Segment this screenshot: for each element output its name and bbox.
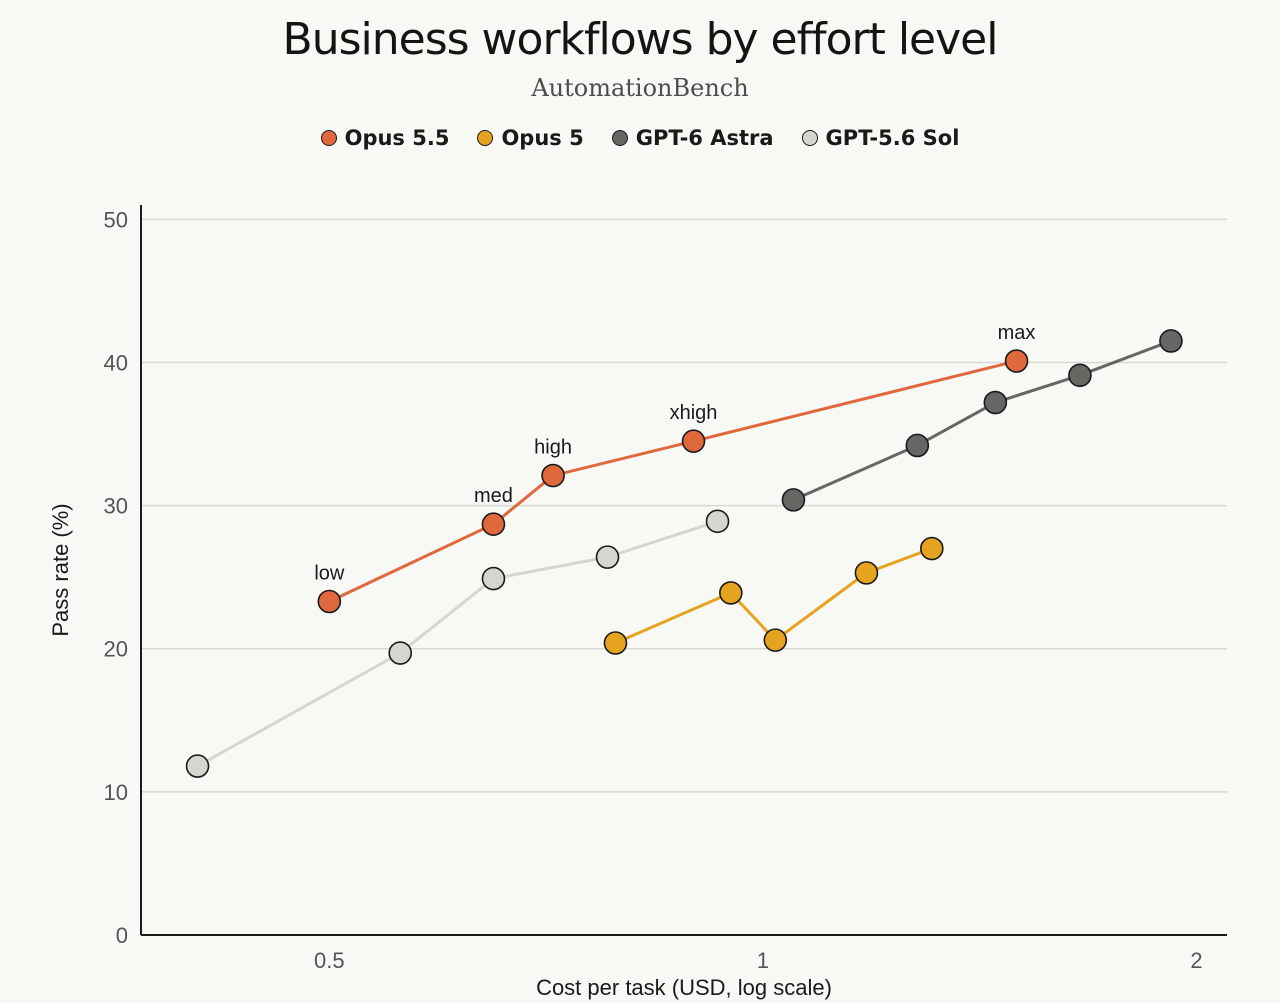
series-opus-5: [603, 536, 944, 655]
data-point-opus-5: [719, 581, 743, 605]
legend-label-gpt-5-6-sol: GPT-5.6 Sol: [825, 126, 960, 150]
y-tick-label: 0: [116, 923, 128, 948]
y-tick-label: 50: [104, 207, 128, 232]
y-tick-label: 20: [104, 637, 128, 662]
legend-swatch-opus-5-5: [320, 130, 337, 146]
data-point-opus-5: [920, 536, 944, 561]
legend-swatch-opus-5: [477, 130, 494, 146]
data-point-opus-5-5: [481, 512, 506, 536]
chart-subtitle: AutomationBench: [531, 74, 749, 102]
data-point-opus-5-5: [1004, 349, 1029, 373]
legend-label-opus-5-5: Opus 5.5: [344, 126, 450, 150]
x-tick-label: 2: [1190, 948, 1202, 973]
y-tick-label: 40: [104, 350, 128, 375]
data-point-gpt-6-astra: [905, 433, 930, 458]
x-tick-label: 0.5: [314, 948, 345, 973]
series-gpt-6-astra: [781, 329, 1183, 512]
data-point-opus-5-5: [317, 589, 342, 614]
series-opus-5-5: low med high xhigh max: [314, 322, 1036, 614]
legend-item-opus-5-5: Opus 5.5: [320, 126, 450, 150]
data-point-gpt-5-6-sol: [705, 509, 730, 534]
data-point-opus-5: [763, 628, 788, 652]
point-label-xhigh: xhigh: [670, 402, 718, 424]
data-point-gpt-5-6-sol: [595, 545, 620, 569]
grid-lines: [141, 218, 1227, 793]
series-line-gpt-5-6-sol: [196, 519, 720, 768]
x-axis-title: Cost per task (USD, log scale): [536, 975, 832, 1000]
point-label-low: low: [314, 562, 345, 584]
data-point-opus-5-5: [681, 429, 706, 453]
legend-item-opus-5: Opus 5: [477, 126, 584, 150]
data-point-opus-5: [854, 561, 879, 585]
legend-swatch-gpt-5-6-sol: [801, 130, 818, 146]
point-label-max: max: [998, 322, 1036, 344]
legend-item-gpt-6-astra: GPT-6 Astra: [611, 126, 774, 150]
x-tick-label: 1: [757, 948, 769, 973]
data-point-gpt-5-6-sol: [481, 566, 506, 591]
data-point-gpt-5-6-sol: [185, 754, 210, 778]
data-point-gpt-6-astra: [1068, 363, 1092, 388]
series-line-opus-5-5: [327, 359, 1019, 603]
chart-title: Business workflows by effort level: [282, 14, 999, 65]
data-point-gpt-6-astra: [983, 390, 1008, 415]
data-point-gpt-6-astra: [1159, 329, 1183, 353]
series-line-gpt-6-astra: [791, 339, 1173, 502]
legend-label-opus-5: Opus 5: [501, 126, 584, 150]
data-point-gpt-5-6-sol: [388, 641, 413, 665]
point-label-med: med: [474, 485, 513, 507]
legend-swatch-gpt-6-astra: [611, 130, 628, 146]
y-tick-label: 10: [104, 780, 128, 805]
y-axis-title: Pass rate (%): [48, 503, 73, 636]
chart-legend: Opus 5.5 Opus 5 GPT-6 Astra GPT-5.6 Sol: [0, 126, 1280, 150]
legend-label-gpt-6-astra: GPT-6 Astra: [635, 126, 774, 150]
data-point-opus-5: [603, 631, 628, 655]
y-tick-label: 30: [104, 494, 128, 519]
series-group: low med high xhigh max: [185, 322, 1183, 778]
data-point-opus-5-5: [541, 463, 565, 488]
point-label-high: high: [534, 437, 572, 459]
data-point-gpt-6-astra: [781, 488, 806, 512]
series-gpt-5-6-sol: [185, 509, 730, 778]
axes: 0 10 20 30 40 50 0.5 1 2: [104, 205, 1227, 973]
legend-item-gpt-5-6-sol: GPT-5.6 Sol: [801, 126, 960, 150]
